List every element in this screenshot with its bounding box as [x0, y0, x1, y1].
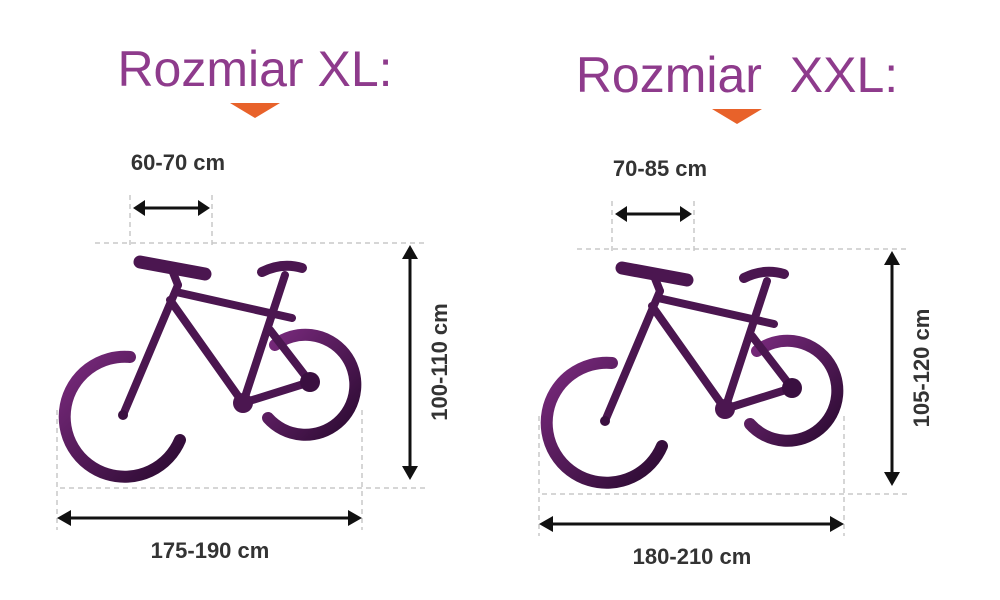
height-label: 105-120 cm	[909, 309, 934, 428]
size-panel: Rozmiar XL: 60-70 cm 100-110 cm 175-190 cm	[56, 41, 452, 563]
front-wheel	[744, 334, 844, 447]
frame	[601, 277, 796, 425]
front-wheel	[262, 328, 362, 441]
size-panel: Rozmiar XXL: 70-85 cm 105-120 cm 180-210 cm	[538, 47, 934, 569]
seat	[257, 260, 307, 277]
height-label: 100-110 cm	[427, 303, 452, 420]
bike-icon	[540, 261, 844, 489]
frame	[119, 271, 314, 419]
seat	[739, 266, 789, 283]
rear-wheel	[58, 350, 186, 483]
panel-title: Rozmiar XL:	[117, 41, 392, 97]
panel-title: Rozmiar XXL:	[576, 47, 898, 103]
stem	[650, 272, 664, 295]
crank	[233, 393, 253, 413]
crank	[715, 399, 735, 419]
pointer-triangle	[712, 109, 762, 124]
length-label: 180-210 cm	[633, 544, 752, 569]
rear-wheel	[540, 356, 668, 489]
width-label: 70-85 cm	[613, 156, 707, 181]
bike-icon	[58, 255, 362, 483]
hub	[600, 416, 610, 426]
hub	[782, 378, 802, 398]
hub	[118, 410, 128, 420]
length-label: 175-190 cm	[151, 538, 270, 563]
hub	[300, 372, 320, 392]
stem	[168, 266, 182, 289]
pointer-triangle	[230, 103, 280, 118]
width-label: 60-70 cm	[131, 150, 225, 175]
